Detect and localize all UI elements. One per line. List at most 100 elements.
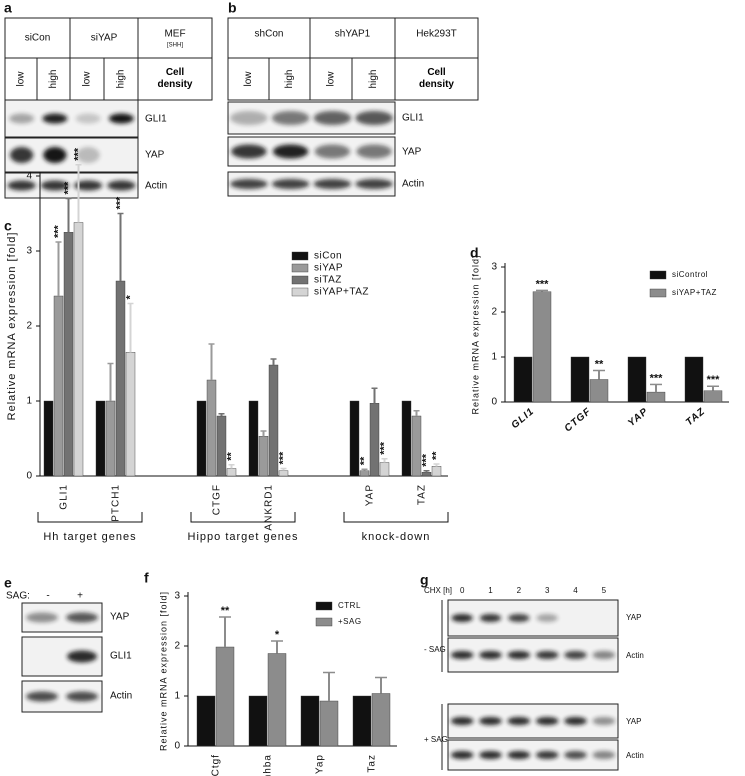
significance: * [275, 629, 280, 641]
blot-band [535, 717, 559, 725]
error-bar [323, 671, 335, 701]
significance: * [124, 295, 136, 300]
bar [53, 295, 64, 477]
density: low [326, 71, 337, 87]
bar [589, 379, 609, 403]
significance: *** [378, 441, 390, 455]
significance: *** [62, 181, 74, 195]
group-label: Hippo target genes [188, 531, 299, 543]
blot-band [66, 612, 98, 623]
legend-label: siTAZ [314, 275, 342, 286]
bar [267, 653, 287, 747]
bar [703, 390, 723, 403]
timepoint: 2 [517, 586, 522, 595]
blot-background [447, 599, 619, 637]
blot-band [535, 651, 559, 659]
blot-band [26, 612, 58, 623]
legend-label: siControl [672, 270, 708, 279]
density: high [48, 70, 59, 89]
blot-band [479, 614, 502, 622]
blot-band [508, 614, 530, 622]
blot-band [271, 111, 310, 125]
blot-band [479, 751, 502, 759]
bar [278, 470, 289, 477]
blot-background [447, 637, 619, 673]
legend-swatch [291, 287, 309, 297]
panel-label: g [420, 572, 429, 588]
error-bar [228, 464, 235, 469]
error-bar [270, 358, 277, 365]
lane-label: - [46, 591, 49, 602]
y-tick-label: 2 [491, 307, 497, 318]
bar [258, 436, 269, 477]
row-label: YAP [110, 612, 130, 623]
error-bar [219, 616, 231, 647]
blot-band [75, 113, 101, 124]
row-label: GLI1 [110, 651, 132, 662]
y-axis-label: Relative mRNA expression [fold] [6, 232, 18, 421]
timepoint: 5 [602, 586, 607, 595]
significance: *** [536, 278, 550, 290]
group-label: shCon [255, 29, 284, 40]
significance: ** [430, 451, 442, 460]
row-label: Actin [110, 691, 132, 702]
bar [319, 700, 339, 747]
x-tick-label: ANKRD1 [264, 484, 275, 531]
bar [196, 400, 207, 477]
bar [216, 415, 227, 477]
blot-band [564, 717, 587, 725]
bar [95, 400, 106, 477]
bar [115, 280, 126, 477]
x-tick-label: CTGF [212, 484, 223, 515]
bar [646, 391, 666, 403]
blot-band [40, 180, 70, 191]
legend-swatch [649, 270, 667, 280]
group-bracket [343, 512, 449, 523]
significance: *** [52, 224, 64, 238]
blot-band [479, 651, 502, 659]
bar [43, 400, 54, 477]
error-bar [65, 197, 72, 233]
density-label-text: Cell density [157, 67, 193, 90]
panel-label: d [470, 245, 479, 261]
blot-band [42, 113, 68, 124]
treatment-label: SAG: [6, 591, 30, 602]
blot-band [9, 113, 35, 124]
error-bar [413, 410, 420, 416]
significance: *** [420, 453, 432, 467]
legend-swatch [291, 275, 309, 285]
error-bar [271, 640, 283, 654]
error-bar [375, 676, 387, 694]
x-tick-label: YAP [626, 406, 651, 429]
significance: *** [707, 374, 721, 386]
timepoint: 3 [545, 586, 550, 595]
bar [248, 695, 268, 747]
density: high [368, 70, 379, 89]
bar [379, 462, 390, 477]
blot-band [7, 180, 36, 191]
blot-band [564, 651, 587, 659]
bar [421, 472, 432, 477]
density: low [243, 71, 254, 87]
y-tick-label: 1 [174, 691, 180, 702]
condition-label: - SAG [424, 645, 446, 654]
blot-band [9, 147, 34, 163]
time-label: CHX [h] [424, 586, 452, 595]
bar [431, 466, 442, 477]
blot-band [479, 717, 502, 725]
cell-border [137, 57, 213, 101]
density-label: Cell density [157, 67, 193, 90]
significance: *** [72, 147, 84, 161]
density: low [16, 71, 27, 87]
x-tick-label: GLI1 [509, 406, 536, 431]
legend-swatch [291, 251, 309, 261]
legend-swatch [315, 601, 333, 611]
y-tick-label: 3 [26, 246, 32, 257]
panel-label: b [228, 0, 237, 16]
row-label: GLI1 [145, 114, 167, 125]
bar [125, 352, 136, 477]
error-bar [361, 468, 368, 471]
legend-label: siYAP+TAZ [672, 288, 717, 297]
condition-label: + SAG [424, 735, 448, 744]
